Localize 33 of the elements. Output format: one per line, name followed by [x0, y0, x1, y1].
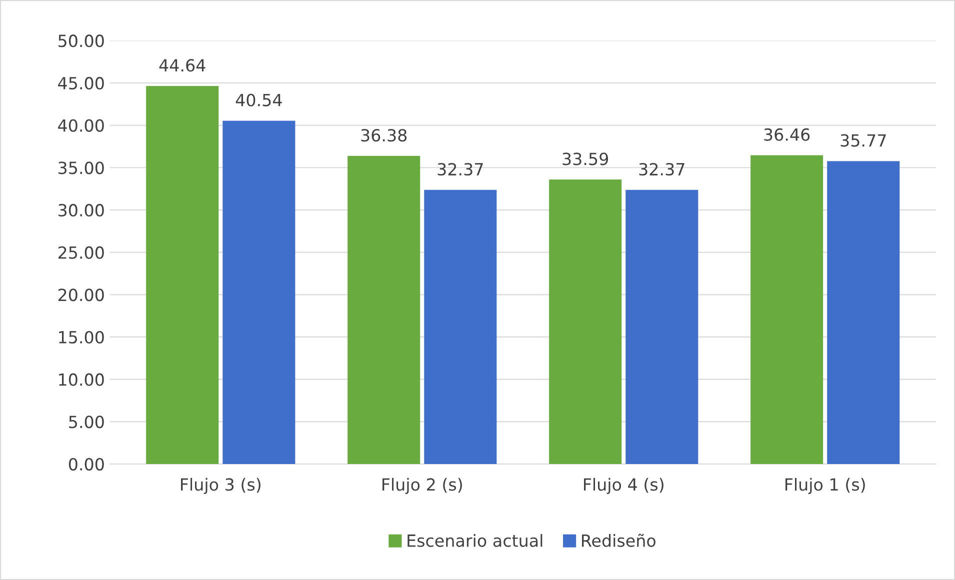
data-label: 32.37: [639, 162, 684, 176]
data-label: 35.77: [840, 134, 886, 147]
y-tick-label: 40.00: [58, 119, 104, 132]
y-tick-label: 50.00: [58, 34, 104, 48]
y-tick-label: 5.00: [69, 416, 104, 428]
x-tick-label: Flujo 1 (s): [785, 478, 865, 494]
y-tick-label: 45.00: [58, 76, 104, 90]
bar: [424, 190, 497, 464]
x-tick-label: Flujo 2 (s): [382, 478, 462, 494]
data-label: 32.37: [438, 162, 483, 176]
bar: [750, 155, 824, 464]
data-label: 40.54: [236, 94, 282, 106]
y-tick-label: 0.00: [68, 458, 104, 471]
data-label: 36.38: [361, 128, 407, 142]
y-tick-label: 15.00: [59, 330, 104, 344]
y-tick-label: 35.00: [58, 162, 104, 174]
legend-label: Escenario actual: [408, 534, 542, 547]
bar: [827, 161, 900, 464]
data-label: 33.59: [562, 152, 608, 166]
bar: [549, 180, 622, 464]
y-tick-label: 20.00: [58, 288, 104, 302]
x-tick-label: Flujo 4 (s): [584, 478, 664, 494]
legend-label: Rediseño: [582, 534, 656, 547]
bar: [146, 86, 219, 464]
x-tick-label: Flujo 3 (s): [181, 478, 260, 494]
data-label: 36.46: [764, 128, 810, 141]
y-tick-label: 30.00: [58, 204, 104, 217]
bar: [626, 190, 698, 464]
data-label: 44.64: [159, 59, 206, 72]
y-tick-label: 10.00: [59, 373, 104, 386]
bar: [222, 120, 296, 464]
y-tick-label: 25.00: [58, 246, 104, 259]
bar: [348, 156, 420, 464]
